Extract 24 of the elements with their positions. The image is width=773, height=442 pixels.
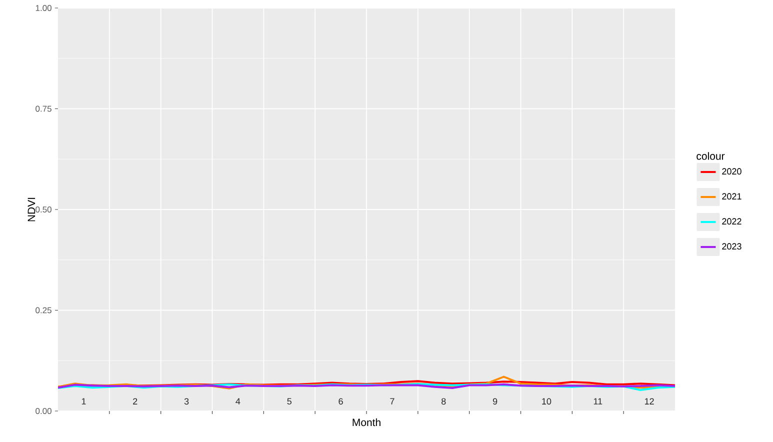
y-tick-label: 0.25 <box>36 307 52 314</box>
y-axis-title: NDVI <box>28 198 36 222</box>
legend-label: 2021 <box>722 193 742 200</box>
x-tick-label: 8 <box>442 398 446 405</box>
x-tick-label: 6 <box>338 398 343 405</box>
legend-label: 2023 <box>722 243 742 250</box>
y-tick-label: 1.00 <box>36 4 52 11</box>
x-tick-label: 12 <box>644 398 654 404</box>
x-tick-label: 10 <box>542 398 552 405</box>
y-tick-label: 0.75 <box>36 106 52 112</box>
x-tick-label: 3 <box>184 398 189 405</box>
x-tick-label: 4 <box>236 398 240 404</box>
x-tick-label: 11 <box>594 398 602 404</box>
x-axis-title: Month <box>352 418 380 426</box>
legend-label: 2020 <box>722 168 742 175</box>
legend-label: 2022 <box>722 218 742 225</box>
y-tick-label: 0.00 <box>36 408 52 414</box>
x-tick-label: 5 <box>287 398 292 404</box>
x-tick-label: 1 <box>82 398 86 404</box>
x-tick-label: 2 <box>133 398 138 404</box>
x-tick-label: 7 <box>390 398 394 404</box>
y-tick-label: 0.50 <box>36 206 52 212</box>
legend-title: colour <box>696 152 725 160</box>
x-tick-label: 9 <box>492 398 498 405</box>
